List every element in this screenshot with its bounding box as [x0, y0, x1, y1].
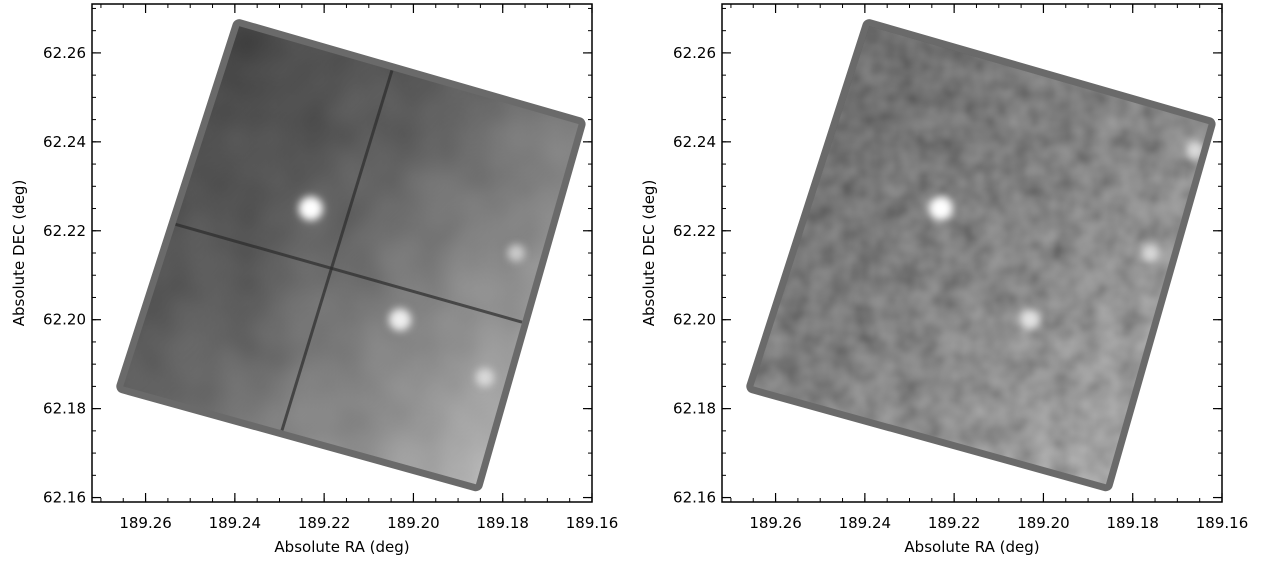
point-source [298, 196, 323, 221]
y-tick-label: 62.22 [43, 222, 86, 240]
y-tick-label: 62.24 [673, 133, 716, 151]
x-tick-label: 189.24 [839, 514, 892, 532]
point-source [475, 368, 495, 387]
chart-left: 189.26 189.24 189.22 189.20 189.18 189.16 62.1… [10, 3, 619, 556]
chart-panel-right: 189.26 189.24 189.22 189.20 189.18 189.16 62.1… [630, 0, 1260, 561]
y-tick-label: 62.20 [43, 311, 86, 329]
x-tick-label: 189.20 [1017, 514, 1070, 532]
detector-seam [175, 222, 523, 324]
point-source [1019, 309, 1041, 330]
y-tick-label: 62.24 [43, 133, 86, 151]
y-tick-label: 62.16 [43, 489, 86, 507]
detector-seam [280, 69, 394, 431]
x-tick-label: 189.26 [119, 514, 172, 532]
y-tick-label: 62.18 [43, 400, 86, 418]
x-tick-label: 189.18 [1106, 514, 1159, 532]
y-tick-label: 62.20 [673, 311, 716, 329]
x-tick-label: 189.26 [749, 514, 802, 532]
x-tick-label: 189.22 [298, 514, 351, 532]
x-tick-label: 189.20 [387, 514, 440, 532]
x-tick-label: 189.22 [928, 514, 981, 532]
point-source [388, 308, 412, 331]
y-axis-label: Absolute DEC (deg) [10, 180, 28, 327]
point-source [1141, 243, 1160, 263]
x-axis-label: Absolute RA (deg) [904, 538, 1039, 556]
chart-right: 189.26 189.24 189.22 189.20 189.18 189.16 62.1… [640, 3, 1249, 556]
chart-panel-left: 189.26 189.24 189.22 189.20 189.18 189.16 62.1… [0, 0, 630, 561]
y-axis-label: Absolute DEC (deg) [640, 180, 658, 327]
y-tick-label: 62.18 [673, 400, 716, 418]
y-tick-label: 62.26 [43, 44, 86, 62]
x-tick-label: 189.16 [566, 514, 619, 532]
y-tick-label: 62.16 [673, 489, 716, 507]
point-source [928, 196, 953, 221]
y-tick-label: 62.22 [673, 222, 716, 240]
x-tick-label: 189.18 [476, 514, 529, 532]
point-source [507, 244, 525, 262]
x-axis-label: Absolute RA (deg) [274, 538, 409, 556]
x-tick-label: 189.24 [209, 514, 262, 532]
x-tick-label: 189.16 [1196, 514, 1249, 532]
y-tick-label: 62.26 [673, 44, 716, 62]
